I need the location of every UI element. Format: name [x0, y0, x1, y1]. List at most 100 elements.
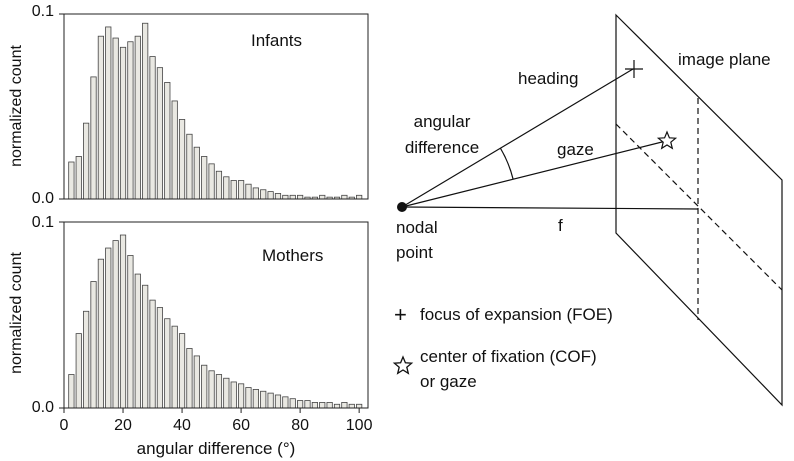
infants-bar — [297, 194, 304, 200]
mothers-xtick-label: 0 — [60, 417, 69, 434]
foe-plus-icon — [625, 60, 643, 78]
gaze-star-icon — [656, 130, 678, 150]
infants-bar — [341, 194, 348, 200]
infants-bar — [289, 194, 296, 200]
infants-bar — [68, 161, 75, 200]
heading-ray — [401, 68, 634, 208]
infants-bar — [164, 82, 171, 200]
mothers-bar — [274, 394, 282, 409]
mothers-bar — [319, 402, 326, 409]
gaze-label: gaze — [557, 140, 594, 159]
mothers-bar — [105, 247, 112, 409]
mothers-bar — [90, 281, 97, 409]
mothers-bar — [186, 348, 193, 409]
infants-bar — [178, 119, 186, 200]
mothers-ytick-max: 0.1 — [32, 214, 54, 231]
mothers-ylabel: normalized count — [8, 252, 25, 374]
mothers-ytick-zero: 0.0 — [32, 399, 54, 416]
infants-bar — [142, 22, 149, 200]
infants-bar — [149, 56, 156, 200]
gaze-ray — [401, 140, 667, 208]
infants-bar — [186, 133, 193, 200]
infants-bar — [208, 163, 215, 200]
infants-bar — [260, 189, 267, 200]
mothers-bar — [75, 333, 82, 409]
mothers-bar — [260, 390, 267, 409]
mothers-xlabel: angular difference (°) — [137, 439, 296, 458]
legend-star-icon — [392, 355, 414, 375]
mothers-label: Mothers — [262, 246, 323, 265]
infants-bar — [83, 122, 90, 200]
legend-foe-text: focus of expansion (FOE) — [420, 305, 613, 324]
mothers-bars — [68, 234, 363, 409]
infants-bar — [127, 41, 134, 200]
mothers-bar — [223, 377, 230, 409]
mothers-bar — [230, 381, 237, 409]
mothers-bar — [178, 333, 186, 409]
infants-axes-frame — [63, 13, 369, 200]
infants-bar — [319, 194, 326, 200]
infants-bar — [97, 35, 104, 200]
mothers-xtick-label: 100 — [346, 417, 373, 434]
mothers-bar — [68, 374, 75, 409]
infants-bar — [156, 67, 164, 200]
mothers-xtick-label: 40 — [173, 417, 191, 434]
infants-bar — [282, 194, 289, 200]
plane-horizontal-dashed — [615, 123, 783, 291]
mothers-bar — [193, 355, 200, 409]
mothers-bar — [134, 273, 141, 409]
focal-length-label: f — [558, 216, 563, 235]
nodal-label-1: nodal — [396, 218, 438, 237]
infants-bars — [68, 22, 363, 200]
mothers-xtick-label: 20 — [114, 417, 132, 434]
infants-bar — [201, 156, 208, 200]
legend-cof-text-1: center of fixation (COF) — [420, 347, 597, 366]
infants-bar — [75, 156, 82, 200]
heading-label: heading — [518, 69, 579, 88]
legend-cof-text-2: or gaze — [420, 372, 477, 391]
infants-bar — [356, 194, 363, 200]
mothers-histogram: 0 20 40 60 80 100 Mothers 0.1 0.0 normalized … — [8, 214, 373, 458]
infants-bar — [90, 76, 97, 200]
infants-bar — [274, 193, 282, 200]
nodal-label-2: point — [396, 243, 433, 262]
infants-bar — [171, 100, 178, 200]
infants-bar — [215, 170, 223, 200]
mothers-bar — [267, 392, 274, 409]
infants-ytick-zero: 0.0 — [32, 190, 54, 207]
mothers-bar — [112, 240, 119, 409]
mothers-bar — [164, 318, 171, 409]
legend: + focus of expansion (FOE) center of fix… — [392, 302, 613, 391]
mothers-bar — [208, 370, 215, 409]
mothers-bar — [83, 310, 90, 409]
mothers-bar — [97, 258, 104, 409]
infants-ylabel: normalized count — [8, 45, 25, 167]
mothers-xtick-label: 60 — [232, 417, 250, 434]
infants-bar — [112, 37, 119, 200]
angular-difference-label-1: angular — [414, 112, 471, 131]
mothers-axes-frame — [63, 221, 369, 409]
geometry-diagram: heading image plane angular difference g… — [392, 13, 783, 407]
infants-bar — [119, 46, 127, 200]
angular-difference-label-2: difference — [405, 138, 479, 157]
mothers-bar — [237, 383, 245, 409]
mothers-bar — [252, 388, 259, 409]
infants-bar — [134, 35, 141, 200]
infants-histogram: Infants 0.1 0.0 normalized count — [8, 3, 369, 207]
mothers-bar — [215, 374, 223, 409]
mothers-bar — [326, 402, 333, 409]
mothers-bar — [282, 396, 289, 409]
infants-bar — [252, 187, 259, 200]
mothers-bar — [304, 400, 311, 409]
mothers-bar — [341, 402, 348, 409]
infants-bar — [245, 183, 252, 200]
focal-axis-line — [401, 206, 699, 210]
nodal-point-dot — [397, 202, 407, 212]
mothers-bar — [156, 307, 164, 409]
infants-bar — [193, 146, 200, 200]
image-plane — [615, 13, 783, 407]
infants-bar — [105, 26, 112, 200]
image-plane-label: image plane — [678, 50, 771, 69]
mothers-bar — [119, 234, 127, 409]
mothers-bar — [127, 255, 134, 409]
